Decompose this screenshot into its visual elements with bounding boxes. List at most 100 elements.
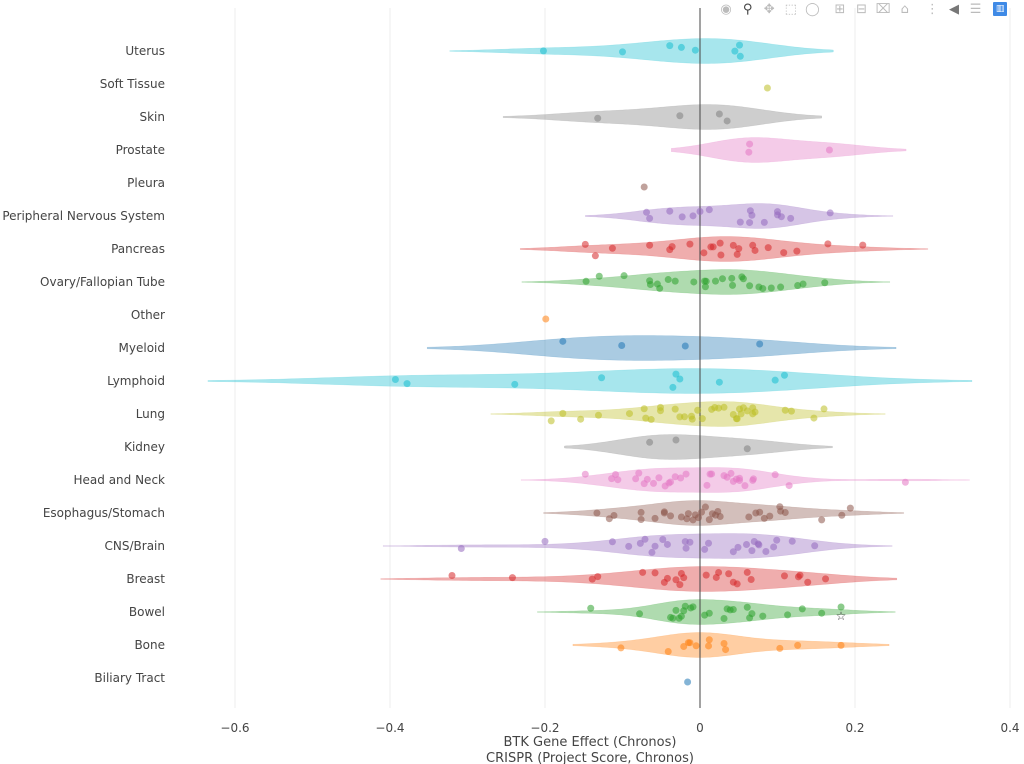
data-point[interactable] — [741, 482, 749, 490]
zoom-out-icon[interactable]: ⊟ — [856, 1, 868, 17]
data-point[interactable] — [664, 647, 672, 655]
data-point[interactable] — [676, 112, 684, 120]
data-point[interactable] — [722, 646, 730, 654]
data-point[interactable] — [776, 644, 784, 652]
data-point[interactable] — [698, 415, 706, 423]
data-point[interactable] — [391, 376, 399, 384]
data-point[interactable] — [729, 241, 737, 249]
data-point[interactable] — [794, 641, 802, 649]
data-point[interactable] — [780, 371, 788, 379]
data-point[interactable] — [859, 241, 867, 249]
data-point[interactable] — [660, 509, 668, 517]
data-point[interactable] — [651, 514, 659, 522]
data-point[interactable] — [684, 510, 692, 518]
data-point[interactable] — [720, 615, 728, 623]
data-point[interactable] — [727, 469, 735, 477]
data-point[interactable] — [705, 516, 713, 524]
data-point[interactable] — [702, 277, 710, 285]
data-point[interactable] — [793, 247, 801, 255]
data-point[interactable] — [636, 539, 644, 547]
data-point[interactable] — [655, 474, 663, 482]
data-point[interactable] — [684, 678, 692, 686]
data-point[interactable] — [739, 275, 747, 283]
data-point[interactable] — [729, 281, 737, 289]
data-point[interactable] — [650, 479, 657, 487]
data-point[interactable] — [781, 406, 789, 414]
data-point[interactable] — [748, 610, 756, 618]
data-point[interactable] — [735, 245, 743, 253]
data-point[interactable] — [746, 282, 754, 290]
data-point[interactable] — [646, 281, 654, 289]
data-point[interactable] — [617, 644, 625, 652]
zoom-in-icon[interactable]: ⊞ — [834, 1, 846, 17]
data-point[interactable] — [717, 251, 725, 259]
data-point[interactable] — [743, 541, 750, 549]
data-point[interactable] — [743, 407, 751, 415]
data-point[interactable] — [671, 473, 679, 481]
data-point[interactable] — [723, 117, 731, 125]
zoom-icon[interactable]: ⚲ — [742, 1, 753, 17]
data-point[interactable] — [668, 243, 676, 251]
data-point[interactable] — [766, 512, 774, 520]
data-point[interactable] — [737, 410, 745, 418]
data-point[interactable] — [646, 438, 654, 446]
data-point[interactable] — [748, 547, 756, 555]
data-point[interactable] — [577, 415, 585, 423]
data-point[interactable] — [669, 383, 677, 391]
data-point[interactable] — [701, 283, 709, 291]
data-point[interactable] — [718, 275, 726, 283]
data-point[interactable] — [689, 603, 697, 611]
data-point[interactable] — [539, 47, 547, 55]
data-point[interactable] — [733, 580, 741, 588]
data-point[interactable] — [705, 636, 713, 644]
data-point[interactable] — [728, 274, 736, 282]
data-point[interactable] — [651, 569, 659, 577]
data-point[interactable] — [666, 207, 674, 215]
data-point[interactable] — [641, 535, 649, 543]
data-point[interactable] — [720, 403, 728, 411]
data-point[interactable] — [403, 380, 411, 388]
data-point[interactable] — [643, 208, 651, 216]
hover-closest-icon[interactable]: ◀ — [948, 1, 959, 17]
data-point[interactable] — [796, 571, 804, 579]
data-point[interactable] — [729, 548, 737, 556]
highlight-star-marker[interactable]: ☆ — [836, 609, 847, 623]
data-point[interactable] — [798, 605, 806, 613]
data-point[interactable] — [818, 609, 826, 617]
data-point[interactable] — [743, 568, 751, 576]
data-point[interactable] — [672, 606, 680, 614]
data-point[interactable] — [677, 474, 685, 482]
data-point[interactable] — [593, 509, 601, 517]
data-point[interactable] — [749, 475, 757, 483]
data-point[interactable] — [640, 405, 648, 413]
data-point[interactable] — [701, 545, 709, 553]
data-point[interactable] — [457, 544, 465, 552]
data-point[interactable] — [663, 540, 671, 548]
data-point[interactable] — [672, 436, 680, 444]
data-point[interactable] — [677, 43, 685, 51]
data-point[interactable] — [677, 612, 685, 620]
data-point[interactable] — [681, 342, 689, 350]
data-point[interactable] — [669, 614, 677, 622]
data-point[interactable] — [703, 481, 711, 489]
data-point[interactable] — [671, 277, 679, 285]
data-point[interactable] — [691, 46, 699, 54]
data-point[interactable] — [705, 206, 713, 214]
data-point[interactable] — [777, 213, 785, 221]
box-select-icon[interactable]: ⬚ — [784, 1, 797, 17]
data-point[interactable] — [746, 219, 754, 227]
data-point[interactable] — [764, 244, 772, 252]
data-point[interactable] — [594, 411, 602, 419]
data-point[interactable] — [686, 240, 694, 248]
data-point[interactable] — [648, 548, 656, 556]
data-point[interactable] — [734, 543, 742, 551]
data-point[interactable] — [672, 576, 680, 584]
data-point[interactable] — [547, 417, 555, 425]
data-point[interactable] — [715, 378, 723, 386]
data-point[interactable] — [620, 272, 628, 280]
data-point[interactable] — [716, 239, 724, 247]
data-point[interactable] — [635, 469, 643, 477]
camera-icon[interactable]: ◉ — [720, 1, 732, 17]
data-point[interactable] — [508, 574, 516, 582]
data-point[interactable] — [643, 475, 651, 483]
